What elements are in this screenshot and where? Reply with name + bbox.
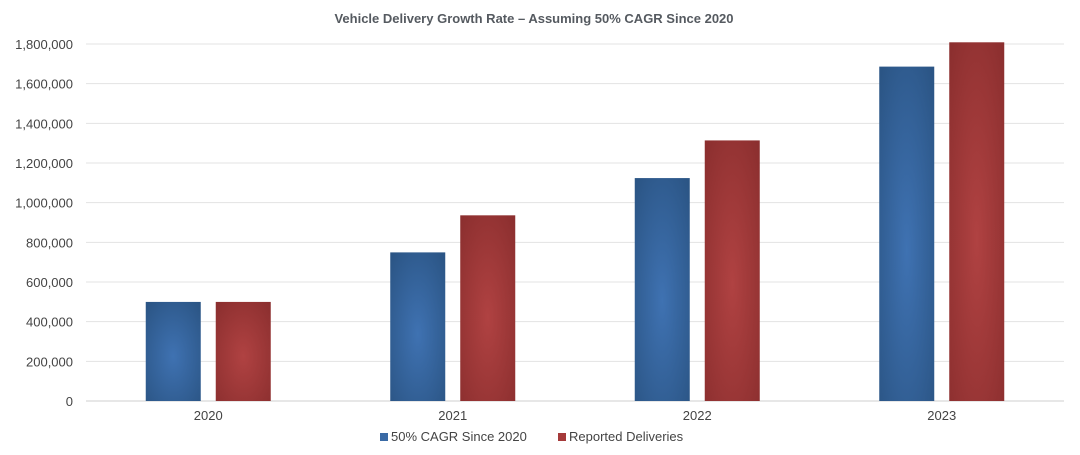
y-tick-label: 400,000 xyxy=(26,315,73,330)
bar-2023-cagr xyxy=(879,66,935,401)
x-tick-label: 2023 xyxy=(927,408,956,423)
y-axis-ticks: 0 200,000 400,000 600,000 800,000 1,000,000 1,… xyxy=(15,37,73,409)
bar-2020-reported xyxy=(215,301,271,401)
y-tick-label: 1,400,000 xyxy=(15,116,73,131)
y-tick-label: 1,600,000 xyxy=(15,77,73,92)
x-tick-label: 2022 xyxy=(683,408,712,423)
y-tick-label: 200,000 xyxy=(26,354,73,369)
x-tick-label: 2021 xyxy=(438,408,467,423)
y-tick-label: 1,200,000 xyxy=(15,156,73,171)
bars xyxy=(145,42,1005,402)
y-tick-label: 0 xyxy=(66,394,73,409)
y-tick-label: 800,000 xyxy=(26,235,73,250)
x-tick-label: 2020 xyxy=(194,408,223,423)
bar-2022-cagr xyxy=(634,178,690,401)
legend: 50% CAGR Since 2020 Reported Deliveries xyxy=(380,429,684,444)
legend-swatch xyxy=(558,433,566,441)
y-tick-label: 600,000 xyxy=(26,275,73,290)
bar-2020-cagr xyxy=(145,301,201,401)
legend-swatch xyxy=(380,433,388,441)
y-tick-label: 1,800,000 xyxy=(15,37,73,52)
chart-title: Vehicle Delivery Growth Rate – Assuming … xyxy=(334,11,733,26)
bar-2022-reported xyxy=(704,140,760,401)
x-axis-ticks: 2020 2021 2022 2023 xyxy=(194,408,956,423)
bar-2021-cagr xyxy=(390,252,446,401)
bar-2021-reported xyxy=(460,215,516,401)
bar-2023-reported xyxy=(949,42,1005,402)
y-tick-label: 1,000,000 xyxy=(15,196,73,211)
legend-label: Reported Deliveries xyxy=(569,429,684,444)
legend-label: 50% CAGR Since 2020 xyxy=(391,429,527,444)
